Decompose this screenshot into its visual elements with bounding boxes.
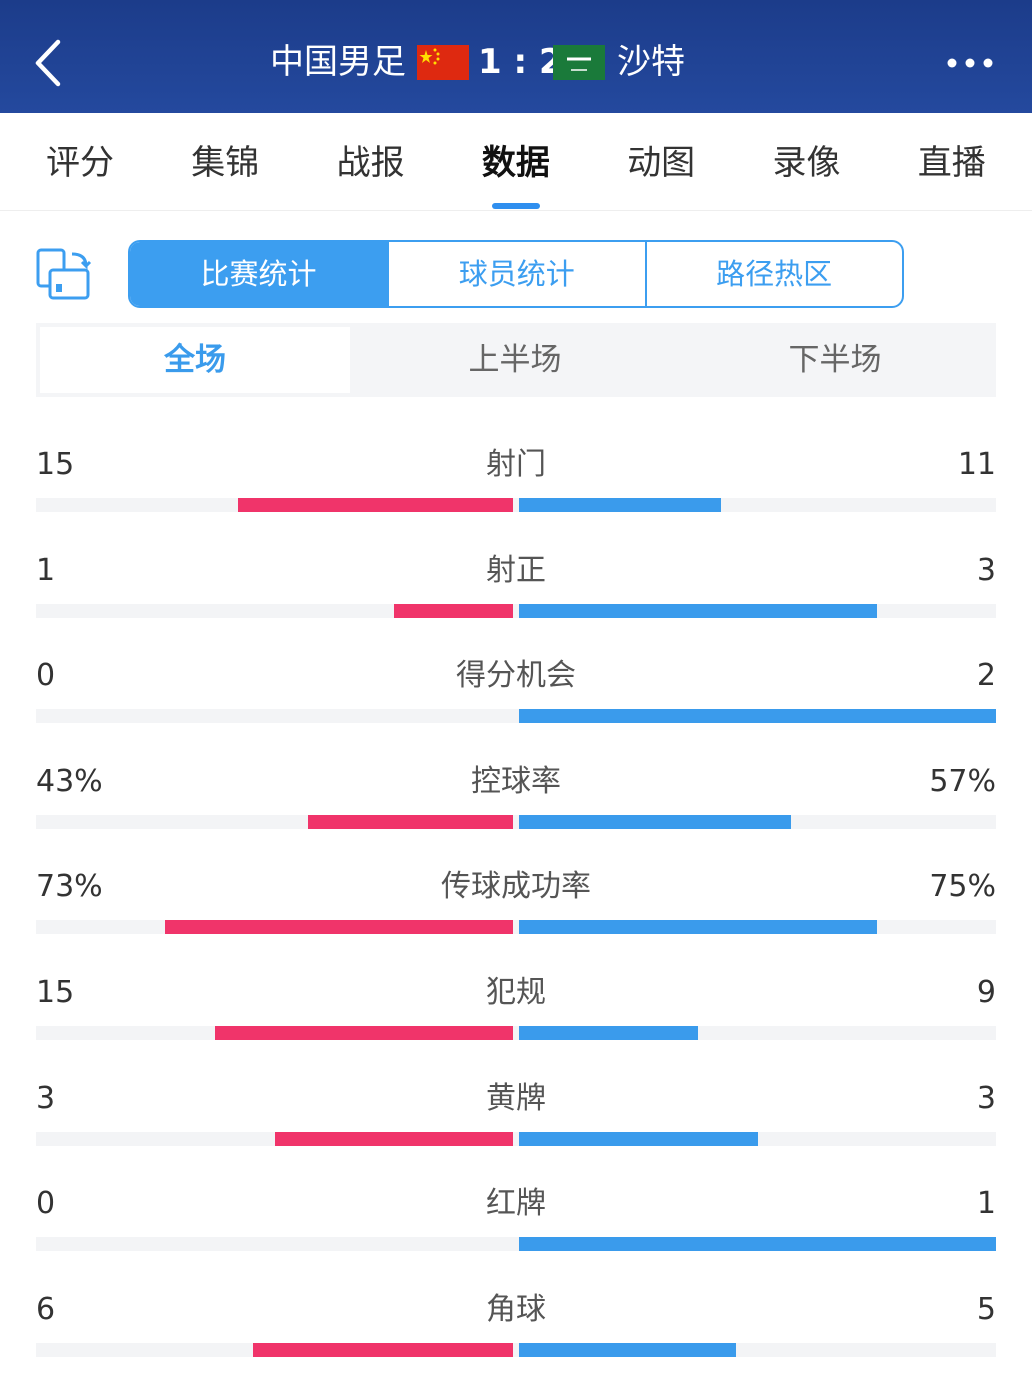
tab[interactable]: 数据 [481,143,550,183]
bar-track [36,1131,996,1146]
away-value: 3 [976,1080,996,1116]
away-value: 5 [976,1291,996,1327]
away-value: 9 [976,975,996,1010]
home-value: 0 [36,1186,56,1222]
switch-icon[interactable] [36,248,92,302]
stat-label: 红牌 [486,1186,546,1222]
away-bar [519,709,996,724]
away-bar [519,498,721,512]
away-bar [519,1237,996,1252]
away-flag [553,45,605,80]
tab[interactable]: 直播 [917,143,986,183]
tab-indicator [491,203,540,209]
tab[interactable]: 战报 [336,143,405,183]
away-bar [519,1342,736,1357]
back-button[interactable] [30,38,66,88]
home-value: 1 [36,552,56,588]
period-tab[interactable]: 上半场 [468,342,562,378]
home-value: 15 [36,975,75,1010]
stat-label: 控球率 [471,763,561,799]
away-bar [519,1131,758,1146]
away-value: 1 [976,1186,996,1222]
home-value: 15 [36,447,75,482]
away-bar [519,814,791,829]
home-bar [393,603,513,618]
stat-label: 角球 [486,1291,546,1327]
away-bar [519,603,877,618]
home-bar [307,814,513,829]
away-bar [519,920,877,935]
segment-control: 比赛统计 球员统计 路径热区 [128,240,904,308]
home-value: 3 [36,1080,56,1116]
home-flag [417,45,469,80]
away-value: 2 [976,658,996,694]
more-button[interactable] [946,56,994,70]
stat-label: 传球成功率 [441,869,591,905]
home-value: 73% [36,869,103,905]
tab[interactable]: 录像 [772,143,841,183]
bar-track [36,498,996,512]
tab[interactable]: 集锦 [191,143,260,183]
home-team: 中国男足 [270,42,406,82]
segment[interactable]: 路径热区 [644,242,902,306]
away-value: 75% [929,869,996,905]
header: 中国男足 1 : 2 沙特 [0,0,1032,113]
home-bar [214,1026,513,1040]
segment[interactable]: 比赛统计 [130,242,387,306]
home-value: 43% [36,763,103,799]
period-tab[interactable]: 全场 [40,327,350,393]
away-team: 沙特 [617,42,685,82]
bar-track [36,1342,996,1357]
stat-label: 射正 [486,552,546,588]
stat-label: 得分机会 [456,658,576,694]
stat-label: 犯规 [486,975,546,1010]
away-value: 57% [929,763,996,799]
period-tabs: 全场 上半场 下半场 [36,323,996,397]
bar-track [36,814,996,829]
away-bar [519,1026,698,1040]
tab[interactable]: 动图 [627,143,696,183]
home-bar [164,920,513,935]
away-value: 3 [976,552,996,588]
home-bar [237,498,513,512]
segment[interactable]: 球员统计 [387,242,644,306]
score: 1 : 2 [478,36,563,88]
bar-track [36,1026,996,1040]
tab[interactable]: 评分 [46,143,114,183]
stat-label: 射门 [486,447,546,482]
period-tab[interactable]: 下半场 [788,342,882,378]
tab-bar: 评分 集锦 战报 数据 动图 录像 直播 [0,113,1032,211]
home-bar [274,1131,513,1146]
home-score: 1 [478,42,502,82]
home-bar [252,1342,513,1357]
away-value: 11 [957,447,996,482]
score-separator: : [513,42,528,82]
home-value: 6 [36,1291,56,1327]
stat-label: 黄牌 [486,1080,546,1116]
home-value: 0 [36,658,56,694]
